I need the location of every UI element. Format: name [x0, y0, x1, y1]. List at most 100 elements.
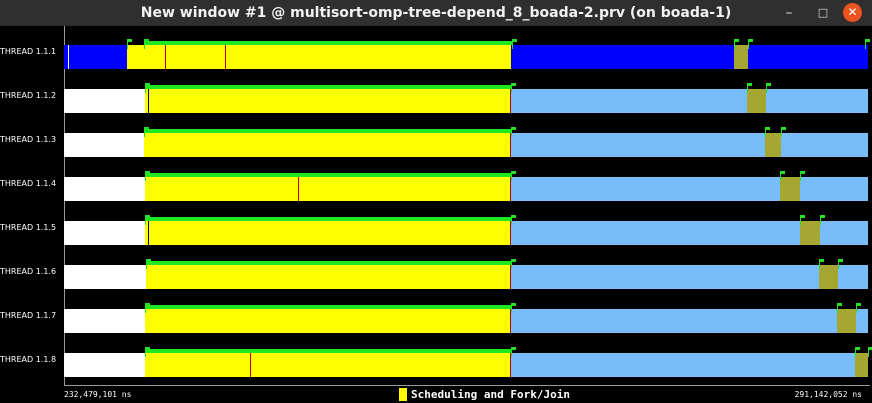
flag-cloth: [748, 83, 752, 86]
state-segment-olive[interactable]: [800, 221, 820, 245]
flag-pole: [855, 347, 856, 357]
state-segment-blue[interactable]: [748, 45, 868, 69]
state-segment-lightblue[interactable]: [781, 133, 868, 157]
timeline-bottom-axis: [64, 385, 870, 386]
state-segment-olive[interactable]: [855, 353, 868, 377]
state-segment-lightblue[interactable]: [856, 309, 868, 333]
event-line: [68, 45, 69, 69]
flag-cloth: [128, 39, 132, 42]
state-segment-lightblue[interactable]: [838, 265, 868, 289]
state-segment-lightblue[interactable]: [820, 221, 868, 245]
state-segment-lightblue[interactable]: [766, 89, 868, 113]
state-segment-lightblue[interactable]: [511, 309, 837, 333]
flag-pole: [511, 259, 512, 269]
close-icon[interactable]: ✕: [843, 3, 862, 22]
flag-cloth: [146, 347, 150, 350]
state-segment-olive[interactable]: [734, 45, 748, 69]
communication-bar: [144, 129, 511, 133]
state-segment-white[interactable]: [64, 89, 145, 113]
state-segment-lightblue[interactable]: [800, 177, 868, 201]
event-flag-icon: [511, 127, 517, 137]
state-segment-yellow[interactable]: [145, 353, 511, 377]
flag-pole: [800, 171, 801, 181]
state-segment-yellow[interactable]: [145, 309, 511, 333]
event-flag-icon: [511, 171, 517, 181]
state-segment-olive[interactable]: [765, 133, 781, 157]
state-segment-white[interactable]: [64, 221, 145, 245]
time-start-label: 232,479,101 ns: [64, 390, 132, 399]
event-line: [148, 221, 149, 245]
flag-pole: [837, 303, 838, 313]
flag-pole: [511, 347, 512, 357]
flag-cloth: [749, 39, 753, 42]
flag-cloth: [512, 83, 516, 86]
maximize-icon[interactable]: □: [817, 6, 829, 19]
state-segment-lightblue[interactable]: [511, 177, 780, 201]
event-line: [298, 177, 299, 201]
state-segment-white[interactable]: [64, 353, 145, 377]
event-flag-icon: [145, 347, 151, 357]
state-segment-yellow[interactable]: [144, 133, 511, 157]
event-flag-icon: [146, 259, 152, 269]
flag-pole: [144, 127, 145, 137]
flag-cloth: [781, 171, 785, 174]
flag-pole: [856, 303, 857, 313]
flag-cloth: [512, 259, 516, 262]
flag-pole: [145, 83, 146, 93]
thread-lane[interactable]: [64, 177, 868, 201]
event-flag-icon: [748, 39, 754, 49]
state-segment-lightblue[interactable]: [511, 221, 800, 245]
flag-cloth: [146, 303, 150, 306]
state-segment-lightblue[interactable]: [511, 265, 819, 289]
event-flag-icon: [511, 259, 517, 269]
state-segment-olive[interactable]: [747, 89, 766, 113]
thread-label: THREAD 1.1.2: [0, 91, 57, 100]
event-line: [510, 177, 511, 201]
state-segment-lightblue[interactable]: [511, 133, 765, 157]
state-segment-white[interactable]: [64, 177, 145, 201]
thread-lane[interactable]: [64, 133, 868, 157]
state-segment-white[interactable]: [64, 265, 146, 289]
state-segment-white[interactable]: [64, 309, 145, 333]
event-flag-icon: [512, 39, 518, 49]
event-flag-icon: [511, 303, 517, 313]
thread-label: THREAD 1.1.3: [0, 135, 57, 144]
event-line: [510, 353, 511, 377]
state-segment-olive[interactable]: [837, 309, 856, 333]
event-flag-icon: [144, 127, 150, 137]
event-flag-icon: [868, 347, 872, 357]
state-segment-olive[interactable]: [819, 265, 838, 289]
thread-lane[interactable]: [64, 265, 868, 289]
event-flag-icon: [855, 347, 861, 357]
thread-lane[interactable]: [64, 221, 868, 245]
flag-cloth: [866, 39, 870, 42]
event-flag-icon: [747, 83, 753, 93]
thread-lane[interactable]: [64, 309, 868, 333]
flag-cloth: [146, 171, 150, 174]
flag-cloth: [767, 83, 771, 86]
state-segment-blue[interactable]: [64, 45, 127, 69]
flag-pole: [127, 39, 128, 49]
state-segment-yellow[interactable]: [145, 177, 511, 201]
state-segment-lightblue[interactable]: [511, 353, 855, 377]
communication-bar: [146, 261, 511, 265]
state-segment-lightblue[interactable]: [511, 89, 747, 113]
state-segment-yellow[interactable]: [145, 89, 511, 113]
flag-pole: [145, 347, 146, 357]
thread-lane[interactable]: [64, 353, 868, 377]
event-flag-icon: [780, 171, 786, 181]
state-segment-blue[interactable]: [512, 45, 734, 69]
state-segment-yellow[interactable]: [145, 221, 511, 245]
window-titlebar[interactable]: New window #1 @ multisort-omp-tree-depen…: [0, 0, 872, 26]
flag-cloth: [766, 127, 770, 130]
state-segment-olive[interactable]: [780, 177, 800, 201]
thread-lane[interactable]: [64, 45, 868, 69]
state-segment-yellow[interactable]: [127, 45, 512, 69]
event-line: [250, 353, 251, 377]
thread-lane[interactable]: [64, 89, 868, 113]
state-segment-yellow[interactable]: [146, 265, 511, 289]
time-end-label: 291,142,052 ns: [794, 390, 862, 399]
minimize-icon[interactable]: –: [785, 5, 793, 21]
flag-cloth: [801, 215, 805, 218]
state-segment-white[interactable]: [64, 133, 144, 157]
